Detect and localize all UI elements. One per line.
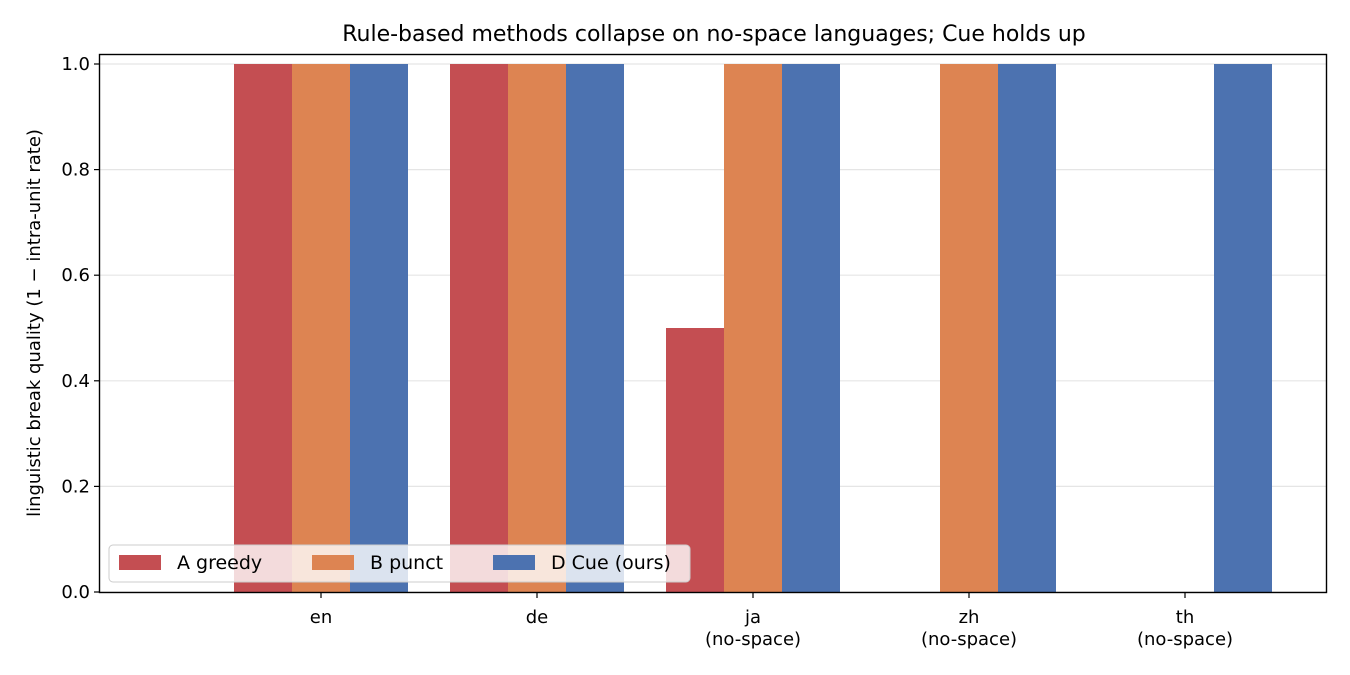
y-tick-label: 0.4 (61, 371, 90, 392)
bar (292, 64, 350, 592)
x-tick-label: th (1176, 607, 1194, 628)
legend-swatch (312, 555, 354, 570)
legend: A greedy B punct D Cue (ours) (109, 545, 690, 582)
x-tick-label: (no-space) (705, 629, 801, 650)
legend-label: D Cue (ours) (551, 552, 671, 574)
y-tick-label: 0.2 (61, 476, 90, 497)
bar (350, 64, 408, 592)
bar (940, 64, 998, 592)
bar (508, 64, 566, 592)
y-tick-label: 0.0 (61, 582, 90, 603)
bar (724, 64, 782, 592)
y-tick-label: 1.0 (61, 54, 90, 75)
legend-swatch (119, 555, 161, 570)
legend-swatch (493, 555, 535, 570)
legend-label: A greedy (177, 552, 262, 574)
x-tick-label: (no-space) (921, 629, 1017, 650)
bar (234, 64, 292, 592)
bar (998, 64, 1056, 592)
x-tick-label: en (310, 607, 332, 628)
y-axis-label: linguistic break quality (1 − intra-unit… (24, 129, 45, 517)
chart-title: Rule-based methods collapse on no-space … (342, 22, 1086, 47)
x-tick-label: zh (959, 607, 980, 628)
x-tick-label: de (526, 607, 549, 628)
bar (782, 64, 840, 592)
bar (450, 64, 508, 592)
legend-label: B punct (370, 552, 443, 574)
bar (1214, 64, 1272, 592)
y-tick-label: 0.8 (61, 160, 90, 181)
bar (566, 64, 624, 592)
y-tick-label: 0.6 (61, 265, 90, 286)
x-tick-label: (no-space) (1137, 629, 1233, 650)
x-tick-label: ja (744, 607, 761, 628)
